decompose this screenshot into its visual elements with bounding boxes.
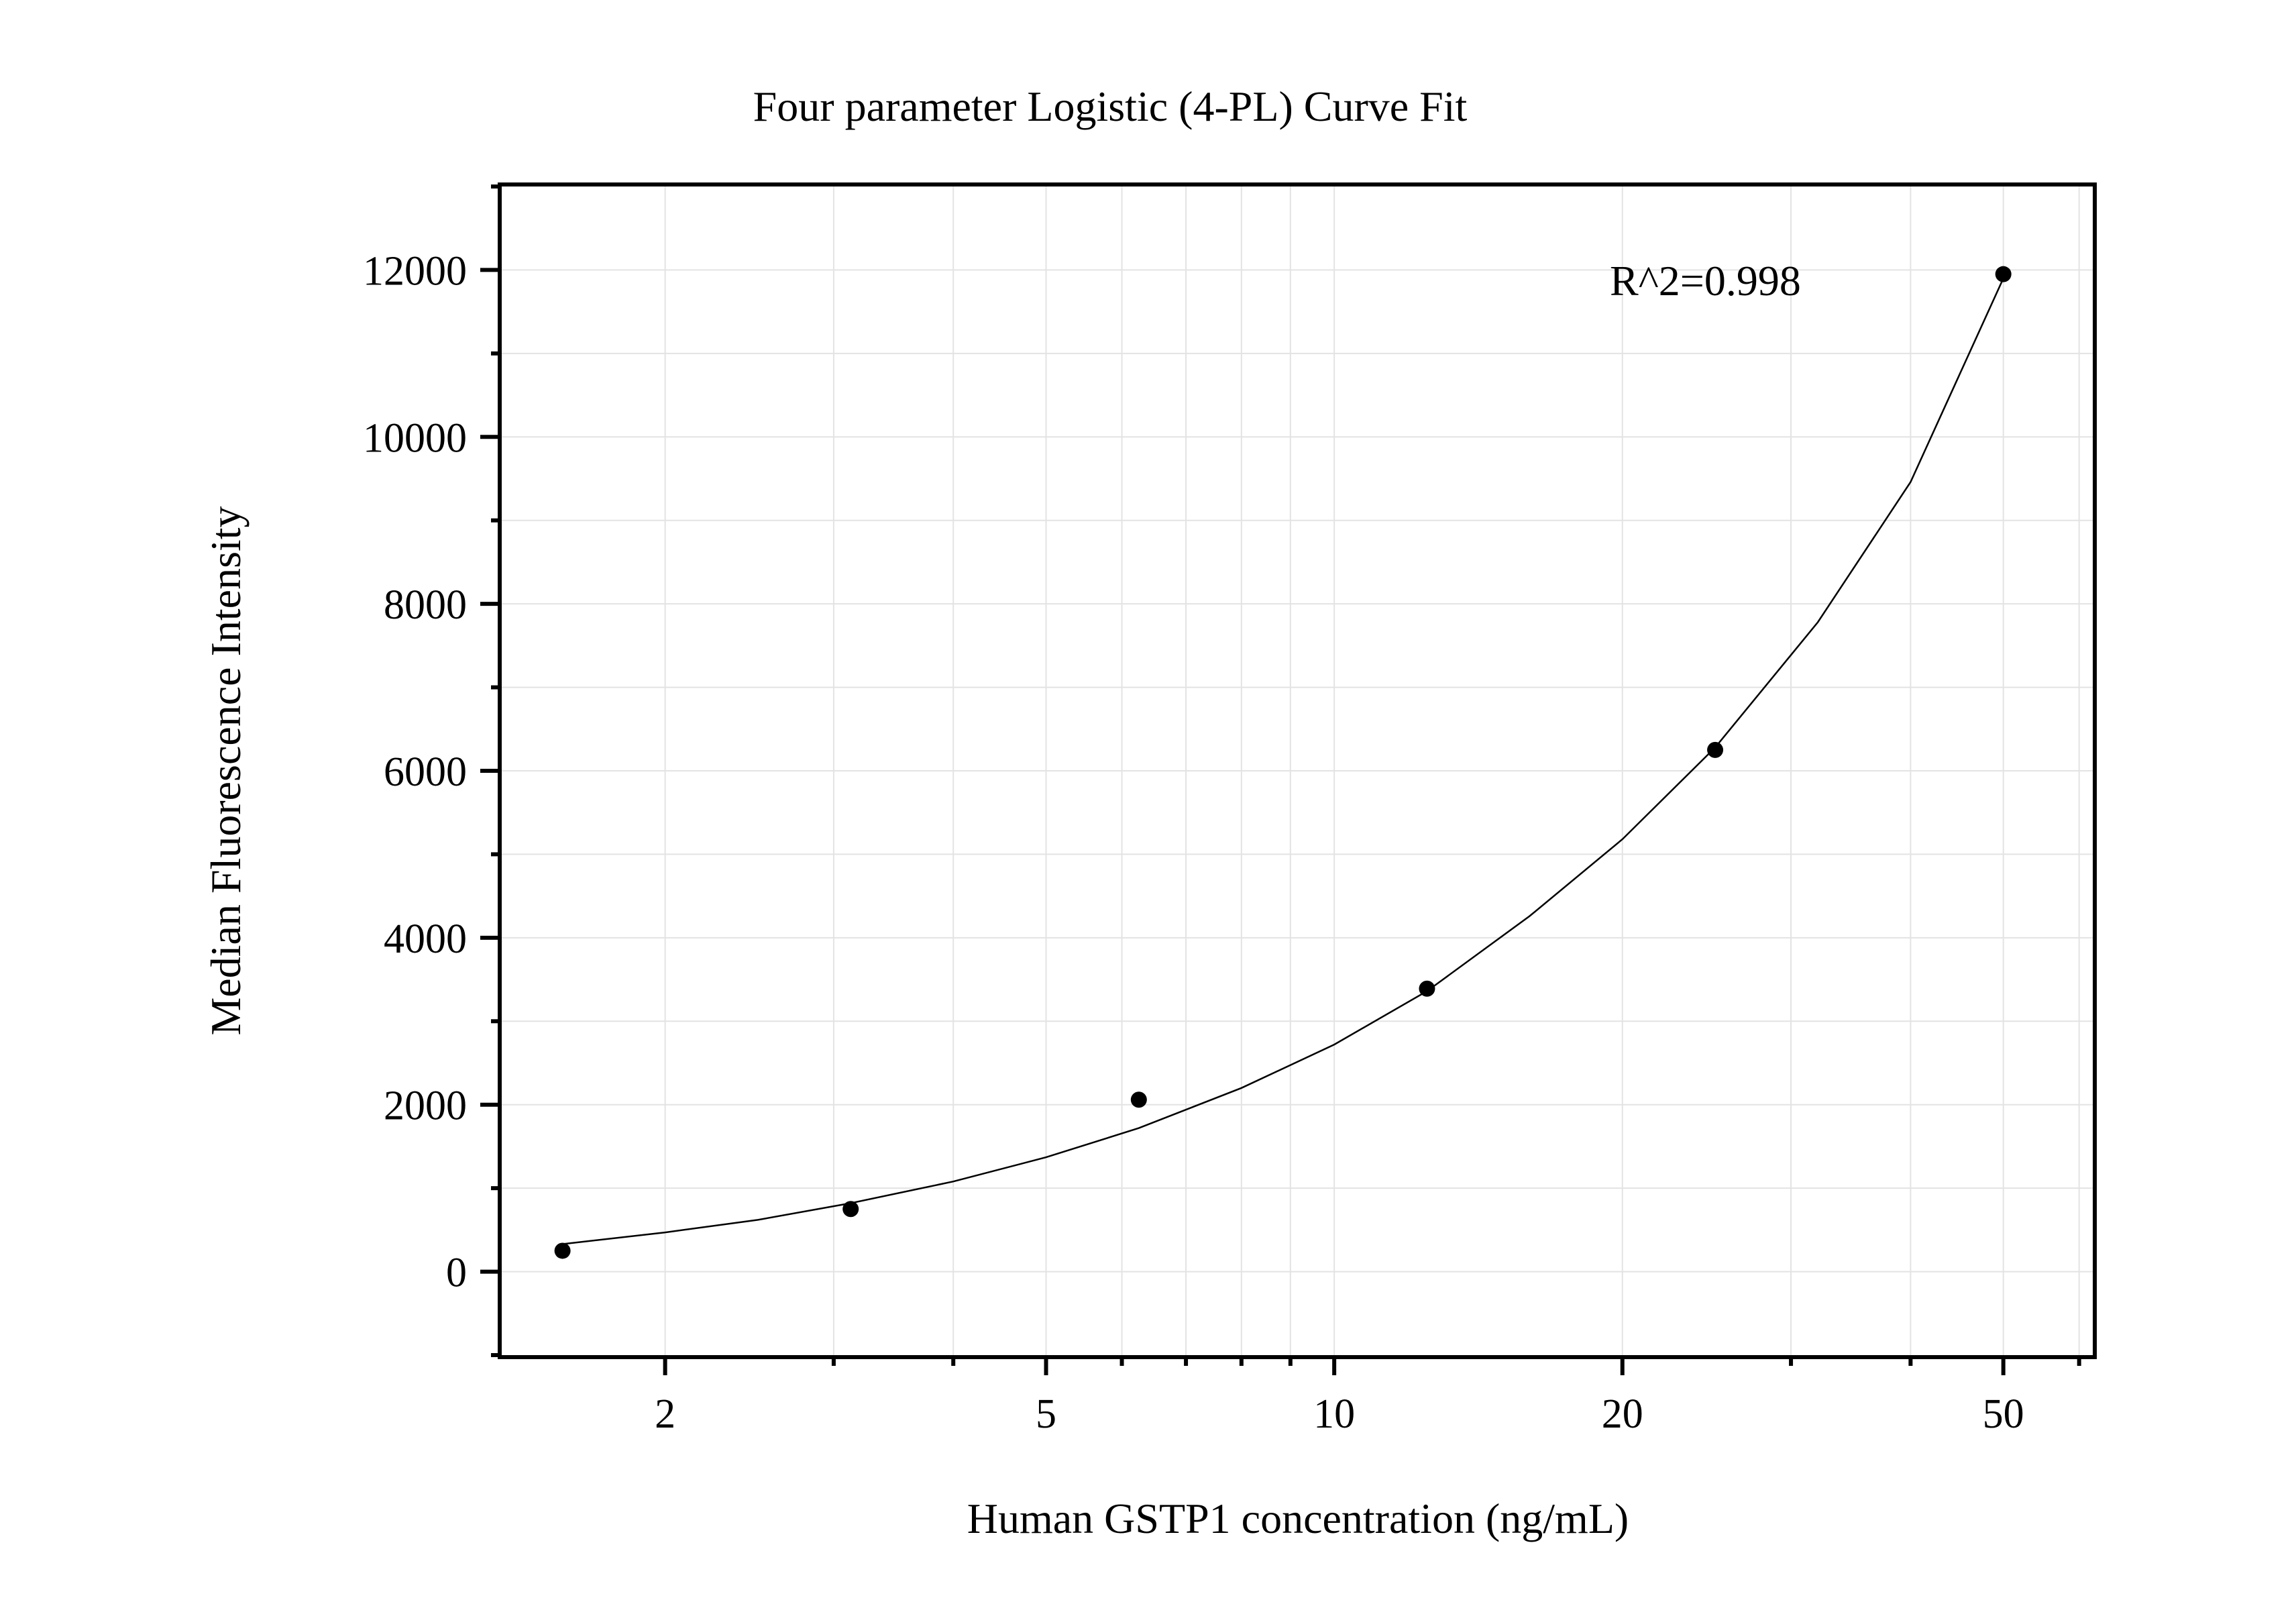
y-tick-label: 0: [446, 1250, 467, 1296]
grid-lines: [502, 186, 2093, 1355]
x-tick-label: 2: [655, 1391, 675, 1437]
data-point: [1707, 741, 1724, 758]
x-tick-label: 5: [1036, 1391, 1056, 1437]
y-tick-label: 12000: [363, 248, 467, 294]
data-point: [1419, 980, 1435, 997]
y-tick-label: 6000: [384, 749, 467, 795]
chart-title: Four parameter Logistic (4-PL) Curve Fit: [753, 83, 1468, 130]
x-tick-label: 20: [1602, 1391, 1643, 1437]
data-points: [554, 266, 2012, 1259]
data-point: [842, 1201, 859, 1218]
data-point: [1995, 266, 2012, 282]
data-point: [554, 1242, 571, 1259]
y-tick-label: 8000: [384, 582, 467, 628]
x-tick-label: 50: [1983, 1391, 2024, 1437]
axis-ticks: [480, 184, 2081, 1375]
y-tick-label: 2000: [384, 1083, 467, 1129]
y-tick-label: 4000: [384, 916, 467, 962]
fit-curve: [562, 278, 2004, 1245]
x-axis-label: Human GSTP1 concentration (ng/mL): [967, 1495, 1629, 1542]
tick-labels: 2 5 10 20 50 0 2000 4000 6000 8000 10000 12000: [363, 248, 2024, 1437]
r-squared-annotation: R^2=0.998: [1610, 257, 1801, 305]
data-point: [1130, 1091, 1147, 1108]
y-tick-label: 10000: [363, 415, 467, 461]
y-axis-label: Median Fluorescence Intensity: [202, 506, 250, 1035]
x-tick-label: 10: [1313, 1391, 1355, 1437]
